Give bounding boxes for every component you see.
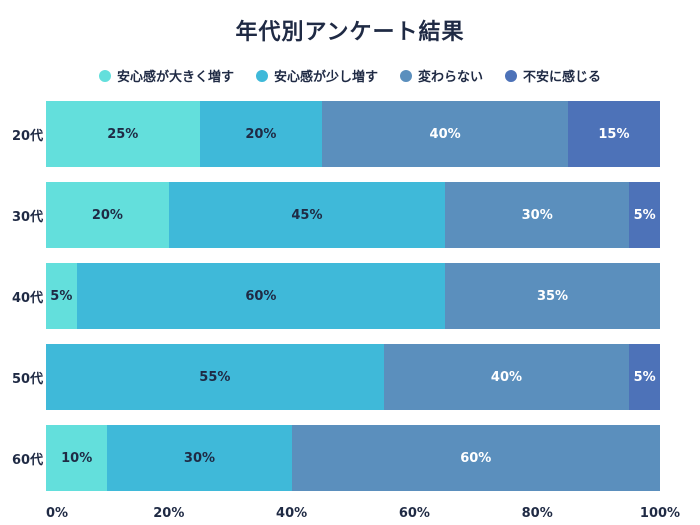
bar-segment: 35%: [445, 263, 660, 329]
x-axis-tick: 60%: [398, 506, 430, 521]
bar-value-label: 60%: [245, 288, 277, 304]
legend-swatch-icon: [400, 69, 412, 82]
category-label: 30代: [12, 209, 44, 225]
bar-segment: 10%: [46, 425, 108, 491]
chart-row: 20代 25% 20% 40% 15%: [12, 101, 660, 167]
bar-value-label: 25%: [107, 126, 139, 142]
bar-value-label: 5%: [50, 288, 73, 304]
bar-value-label: 55%: [199, 369, 231, 385]
bar-value-label: 10%: [61, 450, 93, 466]
bar-value-label: 60%: [460, 450, 492, 466]
legend-label: 安心感が少し増す: [273, 70, 378, 85]
x-axis-tick: 20%: [153, 506, 185, 521]
bar-track: 25% 20% 40% 15%: [46, 101, 660, 167]
stacked-bar-chart: 20代 25% 20% 40% 15% 30代 20% 45% 30% 5% 40代 5% 60% 35%…: [0, 101, 700, 524]
bar-segment: 60%: [76, 263, 446, 329]
x-axis-tick: 80%: [521, 506, 553, 521]
x-axis-tick: 100%: [639, 506, 681, 521]
bar-segment: 25%: [46, 101, 200, 167]
bar-segment: 60%: [291, 425, 660, 491]
bar-value-label: 45%: [291, 207, 323, 223]
bar-value-label: 20%: [245, 126, 277, 142]
legend-label: 不安に感じる: [523, 70, 602, 85]
chart-rows: 20代 25% 20% 40% 15% 30代 20% 45% 30% 5% 40代 5% 60% 35%…: [12, 101, 660, 491]
bar-segment: 30%: [107, 425, 292, 491]
bar-value-label: 20%: [91, 207, 123, 223]
legend-swatch-icon: [505, 69, 518, 82]
legend-swatch-icon: [255, 69, 268, 82]
x-axis-track: 0% 20% 40% 60% 80% 100%: [46, 506, 680, 524]
bar-segment: 40%: [322, 101, 568, 167]
legend-item: 安心感が大きく増す: [98, 66, 234, 85]
bar-value-label: 30%: [521, 207, 553, 223]
category-label: 60代: [12, 452, 44, 468]
bar-segment: 5%: [629, 344, 660, 410]
x-axis-spacer: [12, 506, 46, 524]
legend-swatch-icon: [98, 69, 111, 82]
x-axis-tick: 40%: [276, 506, 308, 521]
legend-item: 不安に感じる: [505, 66, 601, 85]
legend-label: 安心感が大きく増す: [116, 70, 234, 85]
bar-segment: 30%: [445, 182, 630, 248]
bar-segment: 5%: [629, 182, 660, 248]
legend-item: 安心感が少し増す: [255, 66, 378, 85]
bar-segment: 20%: [46, 182, 169, 248]
bar-value-label: 40%: [429, 126, 461, 142]
bar-value-label: 40%: [490, 369, 523, 385]
bar-segment: 15%: [567, 101, 660, 167]
x-axis: 0% 20% 40% 60% 80% 100%: [12, 506, 680, 524]
bar-value-label: 15%: [598, 126, 630, 142]
bar-segment: 55%: [46, 344, 384, 410]
bar-value-label: 35%: [536, 288, 569, 304]
bar-track: 20% 45% 30% 5%: [46, 182, 660, 248]
bar-value-label: 5%: [633, 207, 656, 223]
bar-segment: 20%: [199, 101, 323, 167]
bar-segment: 40%: [383, 344, 630, 410]
chart-title: 年代別アンケート結果: [235, 20, 465, 45]
bar-segment: 45%: [168, 182, 446, 248]
chart-row: 50代 55% 40% 5%: [12, 344, 660, 410]
chart-row: 40代 5% 60% 35%: [12, 263, 660, 329]
chart-row: 30代 20% 45% 30% 5%: [12, 182, 660, 248]
legend-item: 変わらない: [400, 66, 483, 85]
x-axis-tick: 0%: [46, 506, 69, 521]
chart-row: 60代 10% 30% 60%: [12, 425, 660, 491]
category-label: 20代: [12, 128, 44, 144]
bar-segment: 5%: [46, 263, 77, 329]
category-label: 40代: [12, 290, 44, 306]
bar-value-label: 30%: [183, 450, 216, 466]
legend-label: 変わらない: [418, 70, 484, 85]
bar-track: 10% 30% 60%: [46, 425, 660, 491]
category-label: 50代: [12, 371, 44, 387]
bar-track: 5% 60% 35%: [46, 263, 660, 329]
legend: 安心感が大きく増す 安心感が少し増す 変わらない 不安に感じる: [0, 66, 700, 85]
bar-track: 55% 40% 5%: [46, 344, 660, 410]
bar-value-label: 5%: [633, 369, 656, 385]
